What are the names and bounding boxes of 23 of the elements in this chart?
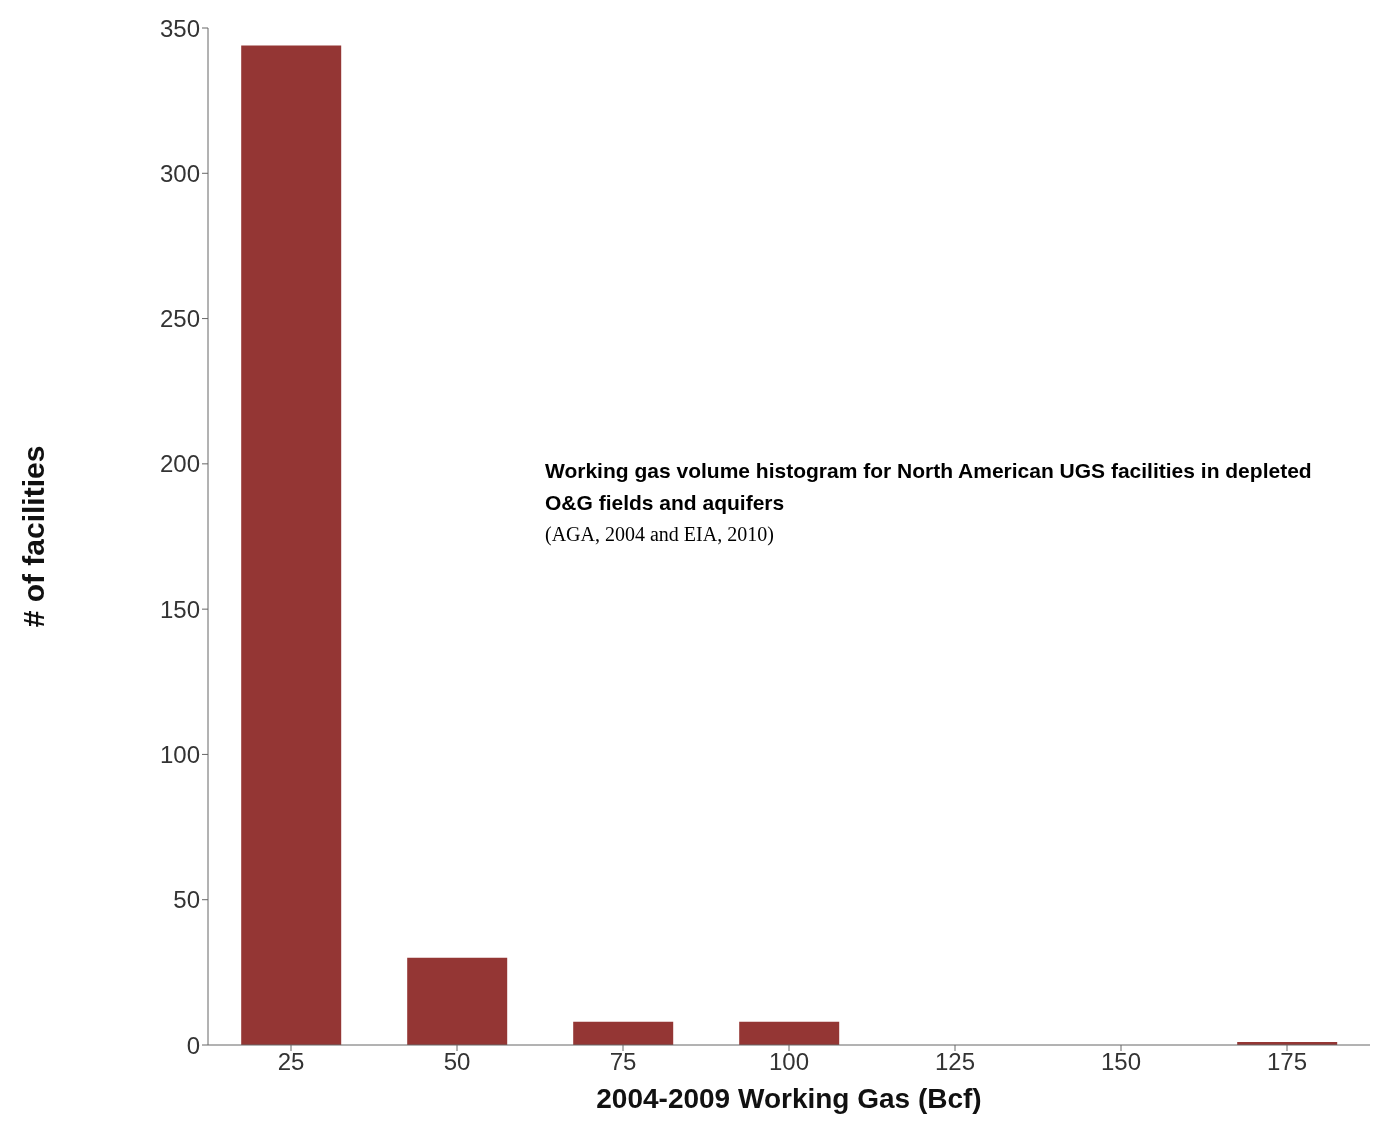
x-tick-label: 175	[1266, 1048, 1308, 1076]
x-tick-label: 25	[277, 1048, 305, 1076]
y-tick-label: 100	[159, 740, 200, 768]
y-tick-label: 0	[186, 1031, 200, 1059]
x-axis-title: 2004-2009 Working Gas (Bcf)	[596, 1083, 982, 1114]
y-axis-title: # of facilities	[16, 445, 50, 628]
bar	[573, 1021, 674, 1045]
annotation: (AGA, 2004 and EIA, 2010)	[545, 523, 775, 546]
y-tick-label: 250	[159, 305, 200, 333]
x-tick-label: 100	[768, 1048, 810, 1076]
y-tick-label: 300	[159, 159, 200, 187]
x-tick-label: 50	[443, 1048, 471, 1076]
y-tick-label: 50	[173, 886, 200, 914]
y-tick-label: 150	[159, 595, 200, 623]
x-tick-label: 125	[934, 1048, 976, 1076]
x-tick-label: 150	[1100, 1048, 1142, 1076]
bar	[739, 1021, 840, 1045]
y-tick-label: 350	[159, 14, 200, 42]
x-tick-label: 75	[609, 1048, 637, 1076]
bar	[407, 957, 508, 1045]
text: Working gas volume histogram for North American UGS facilities in depleted O&G fields and aquifers	[545, 458, 1313, 516]
bar	[241, 45, 342, 1045]
y-tick-label: 200	[159, 450, 200, 478]
